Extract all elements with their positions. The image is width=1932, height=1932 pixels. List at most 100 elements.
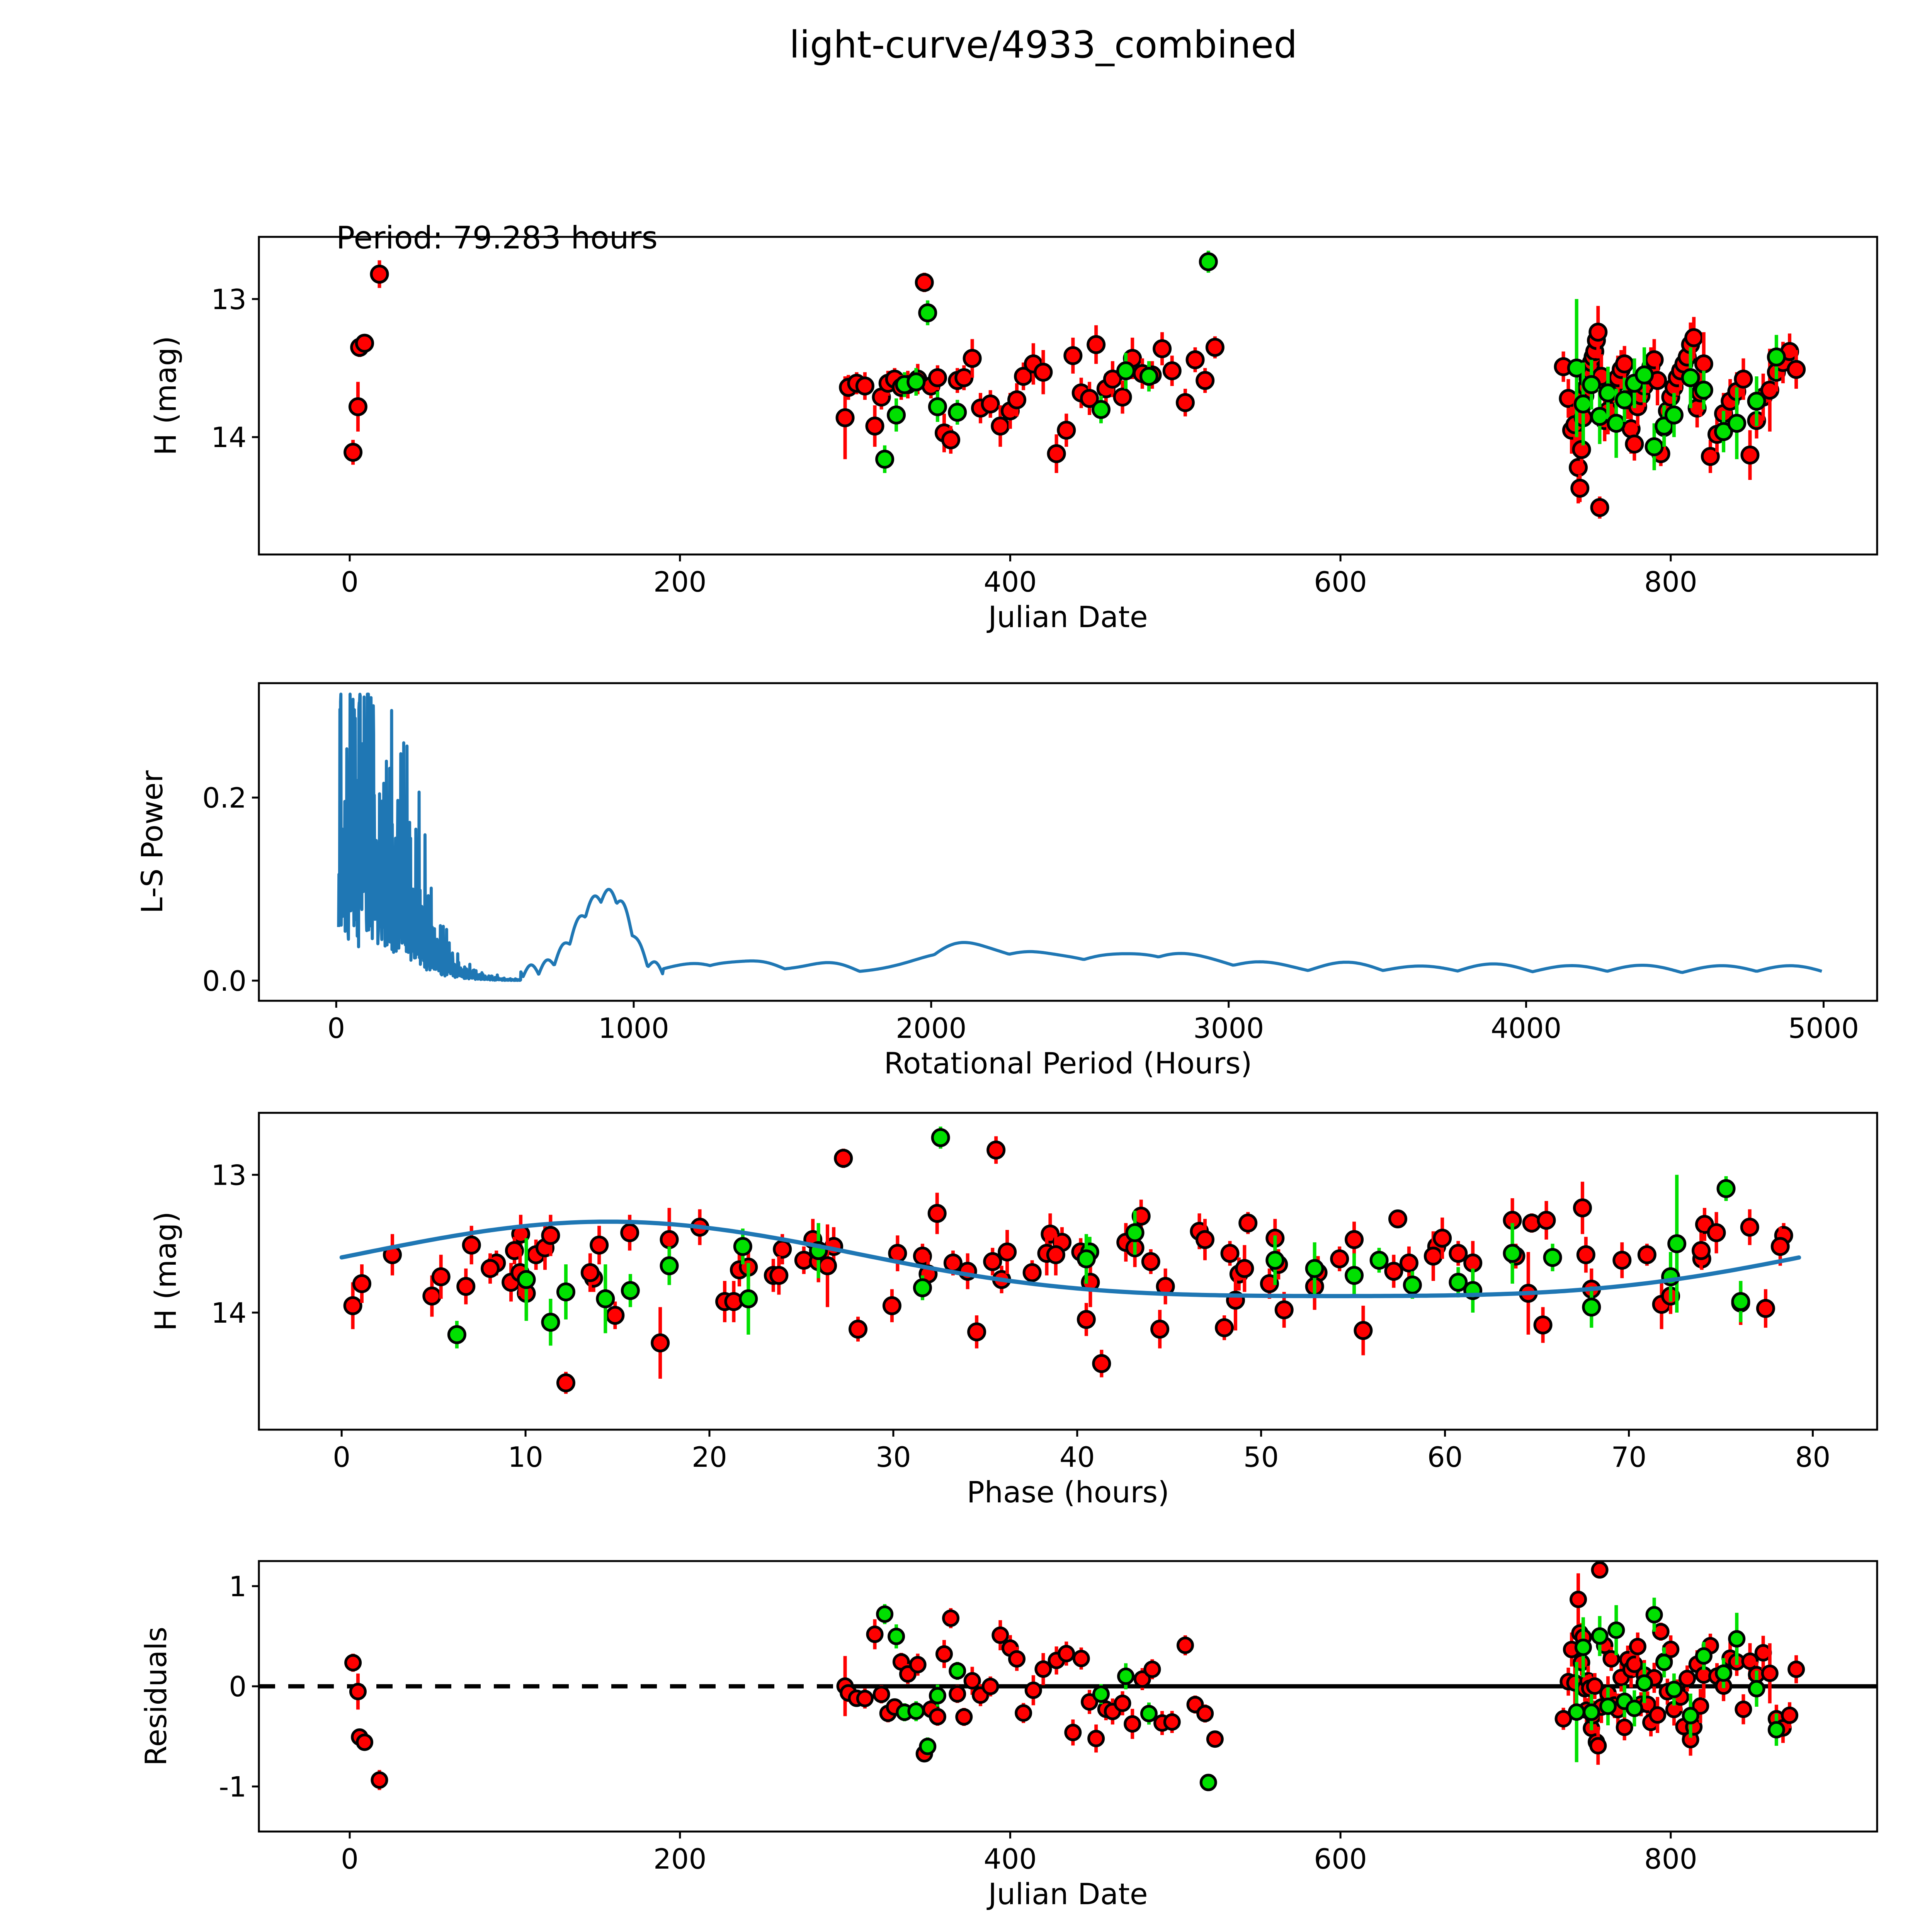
data-point (1196, 371, 1215, 390)
y-tick-label: 14 (211, 421, 247, 454)
data-point (954, 368, 974, 388)
data-point (1057, 420, 1076, 440)
data-point (1433, 1228, 1452, 1248)
data-point (1767, 1721, 1785, 1739)
data-point (1196, 1705, 1214, 1723)
data-point (1634, 365, 1654, 384)
data-point (1007, 390, 1027, 410)
panel-phasefold: 0 10 20 30 40 50 60 70 80 13 14 Phase (hours) H (mag… (148, 1112, 1878, 1509)
data-point (919, 1738, 937, 1755)
data-point (1274, 1300, 1294, 1320)
data-point (1034, 1660, 1052, 1678)
data-point (1131, 1206, 1151, 1226)
y-tick-label: 0.2 (202, 782, 247, 814)
data-point (918, 303, 937, 323)
data-point (949, 1662, 966, 1680)
data-point (651, 1333, 670, 1352)
data-point (1388, 1209, 1407, 1229)
y-tick-label: 14 (211, 1297, 247, 1329)
data-point (1767, 347, 1786, 367)
data-point (590, 1235, 609, 1255)
data-point (963, 349, 982, 368)
data-point (1570, 1590, 1587, 1608)
x-tick-label: 400 (984, 566, 1037, 598)
y-tick-label: 13 (211, 1159, 247, 1191)
data-point (1626, 1655, 1643, 1673)
data-point (1582, 375, 1601, 394)
data-point (1403, 1276, 1422, 1295)
data-point (1537, 1211, 1556, 1230)
data-point (875, 449, 895, 469)
data-point (1124, 1715, 1141, 1733)
data-point (1756, 1299, 1775, 1318)
data-point (422, 1286, 442, 1306)
data-point (352, 1274, 371, 1293)
periodogram-curve (337, 692, 1822, 982)
data-point (355, 333, 374, 353)
data-point (1607, 413, 1626, 433)
data-point (981, 1677, 999, 1695)
data-point (1080, 389, 1099, 408)
x-tick-label: 800 (1644, 566, 1697, 598)
data-point (556, 1373, 575, 1393)
data-point (1384, 1262, 1403, 1281)
data-point (1087, 1730, 1105, 1747)
data-point (1615, 390, 1634, 410)
data-point (1153, 339, 1172, 358)
data-point (1092, 1685, 1110, 1703)
data-point (1140, 1705, 1158, 1723)
y-axis-label: Residuals (139, 1627, 173, 1766)
y-axis-label: L-S Power (135, 770, 169, 913)
data-point (835, 408, 855, 427)
data-point (1568, 1703, 1585, 1721)
y-tick-label: 0.0 (202, 965, 247, 997)
data-point (1591, 1627, 1609, 1645)
data-point (865, 417, 884, 436)
data-point (1569, 458, 1588, 477)
data-point (349, 1683, 367, 1701)
data-point (1612, 1250, 1632, 1270)
data-point (596, 1289, 615, 1308)
data-point (348, 397, 367, 417)
data-point (1150, 1320, 1170, 1339)
data-point (906, 372, 926, 391)
x-axis-label: Julian Date (986, 1877, 1148, 1911)
data-point (992, 1626, 1009, 1644)
data-point (931, 1128, 950, 1147)
data-point (1588, 323, 1608, 342)
x-tick-label: 40 (1060, 1441, 1095, 1473)
data-point (1345, 1266, 1364, 1285)
data-point (1715, 1664, 1733, 1682)
data-point (928, 368, 947, 388)
data-point (1141, 1252, 1160, 1271)
data-point (1114, 1694, 1131, 1712)
data-point (541, 1226, 560, 1245)
data-point (1143, 1660, 1161, 1678)
data-point (1199, 1774, 1217, 1791)
data-point (1022, 1263, 1042, 1282)
x-tick-label: 0 (327, 1012, 345, 1044)
data-point (344, 1654, 362, 1672)
data-point (1748, 1680, 1765, 1697)
data-point (963, 1672, 981, 1690)
data-point (1091, 400, 1111, 419)
data-point (1645, 350, 1664, 369)
data-point (1583, 1703, 1600, 1721)
x-tick-label: 3000 (1193, 1012, 1264, 1044)
data-point (1682, 1707, 1699, 1725)
y-axis-label: H (mag) (148, 336, 183, 455)
data-point (929, 1708, 946, 1726)
data-point (1206, 1730, 1224, 1748)
data-point (1117, 1667, 1135, 1685)
data-point (1734, 369, 1753, 389)
axes-frame (258, 1560, 1878, 1833)
data-point (856, 1690, 874, 1708)
data-point (1598, 383, 1617, 403)
x-axis-label: Julian Date (986, 600, 1148, 634)
data-point (371, 1771, 388, 1789)
data-point (882, 1296, 901, 1315)
data-point (1139, 367, 1158, 386)
data-point (1645, 1606, 1663, 1624)
data-point (620, 1223, 639, 1242)
